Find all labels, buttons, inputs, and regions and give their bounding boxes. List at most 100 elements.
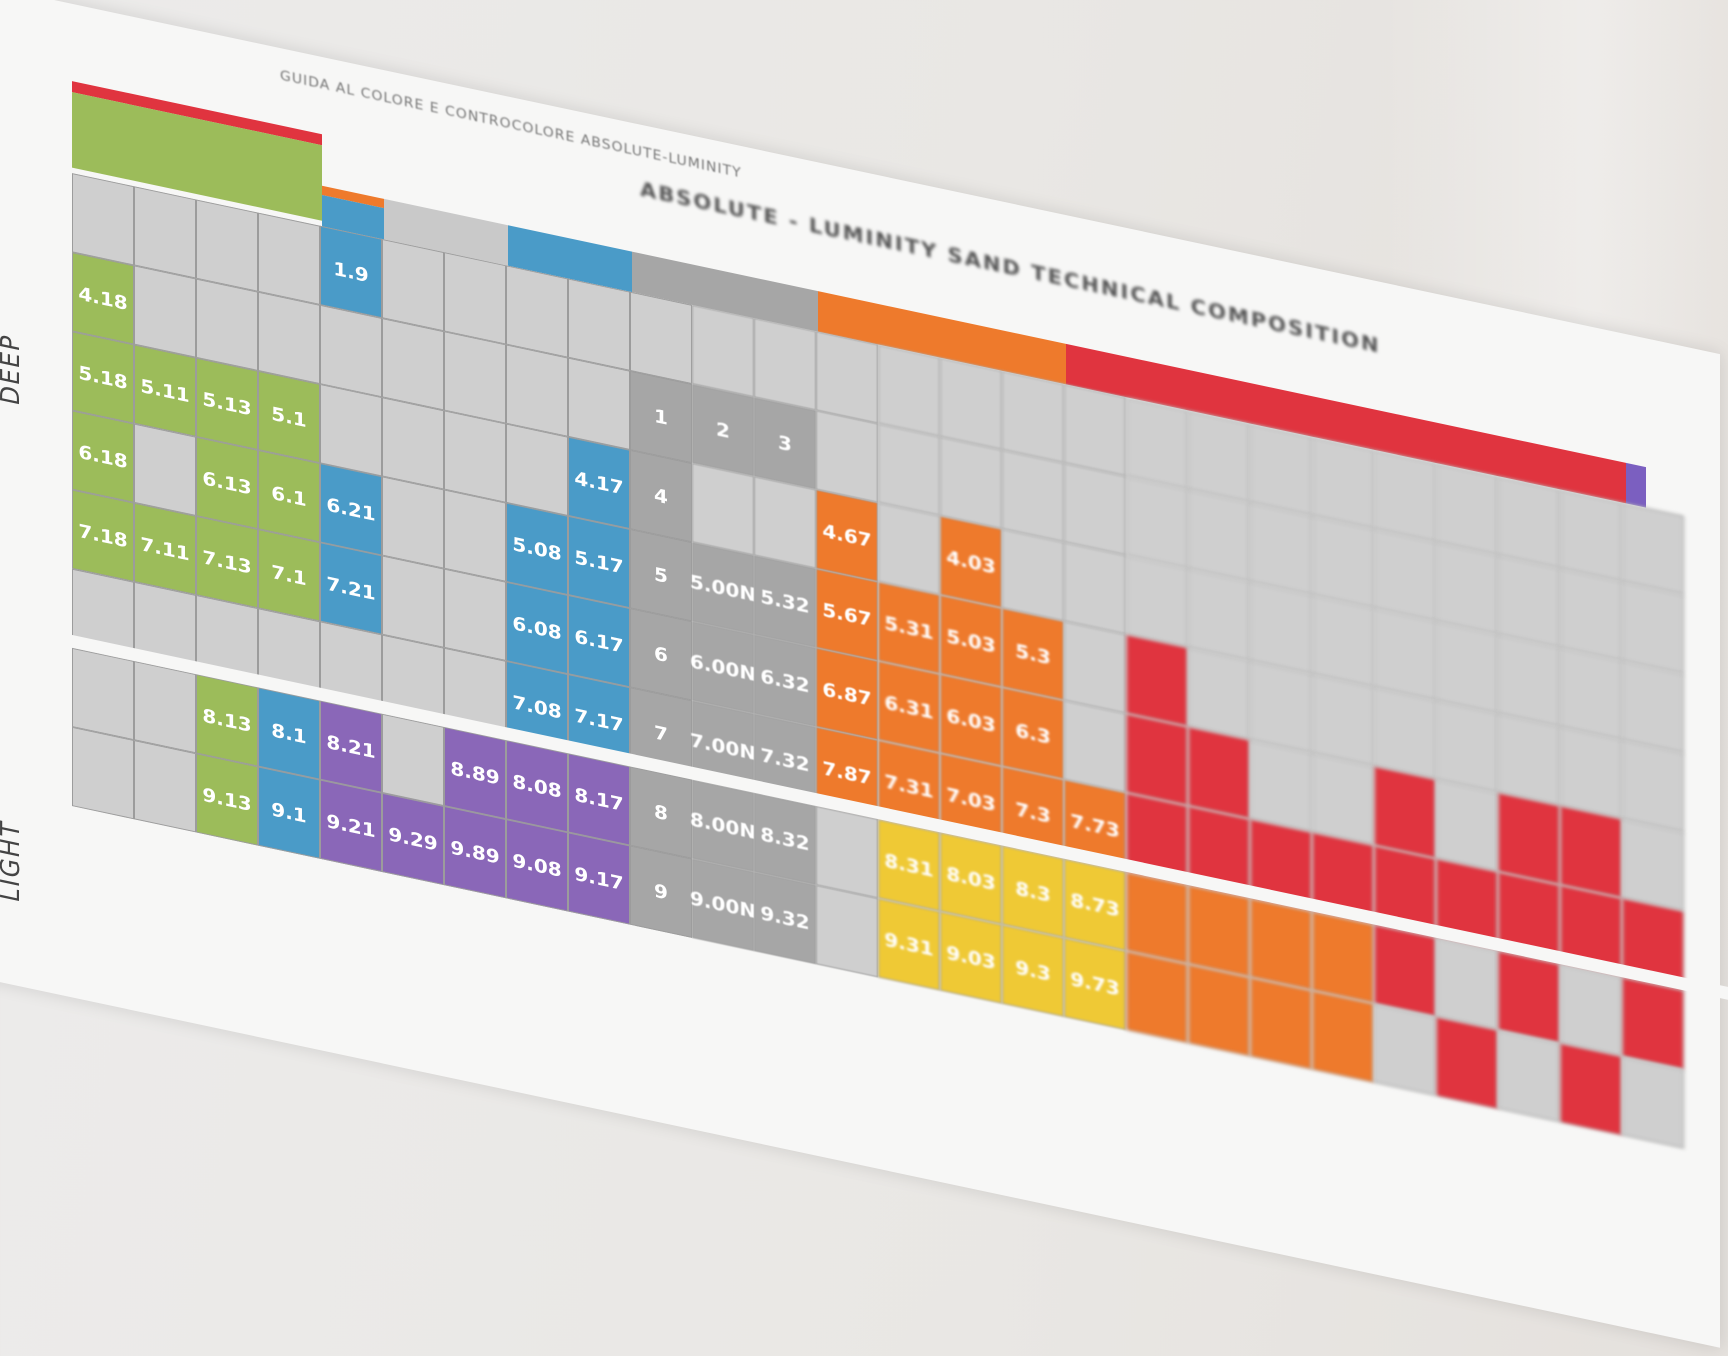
shade-cell: 5.32: [754, 555, 816, 648]
shade-cell: [1126, 634, 1188, 727]
shade-cell: [940, 357, 1002, 450]
shade-cell: [568, 357, 630, 450]
shade-cell: [72, 173, 134, 266]
shade-cell: 6.18: [72, 410, 134, 503]
shade-cell: [1622, 1056, 1684, 1149]
shade-cell: 6.08: [506, 581, 568, 675]
shade-cell: 7.18: [72, 489, 134, 582]
shade-cell: [72, 726, 134, 820]
shade-cell: [1312, 753, 1374, 846]
shade-cell: 6.1: [258, 449, 320, 543]
shade-cell: 8.00N: [690, 779, 756, 872]
shade-cell: 8.3: [1002, 845, 1064, 938]
shade-cell: 5.03: [940, 594, 1002, 688]
shade-cell: [1064, 621, 1126, 714]
shade-cell: 8: [630, 766, 692, 859]
shade-cell: 7.13: [196, 515, 258, 609]
shade-cell: [1312, 515, 1374, 609]
shade-cell: [1312, 911, 1374, 1004]
shade-cell: [1498, 1030, 1560, 1123]
shade-cell: [1436, 463, 1498, 556]
shade-cell: 5: [630, 529, 692, 622]
shade-cell: [1126, 397, 1188, 490]
shade-cell: [444, 489, 506, 582]
shade-cell: [1064, 383, 1126, 477]
shade-cell: 6.31: [878, 660, 940, 754]
shade-cell: [878, 423, 940, 516]
shade-cell: [1374, 924, 1436, 1017]
shade-cell: 9.13: [196, 753, 258, 846]
shade-cell: 9.08: [506, 819, 568, 912]
shade-cell: [1250, 977, 1312, 1070]
shade-cell: [320, 304, 382, 398]
shade-cell: [878, 344, 940, 437]
shade-cell: [1436, 621, 1498, 714]
shade-cell: 6.32: [754, 634, 816, 727]
shade-cell: 9: [630, 845, 692, 938]
shade-cell: 6.3: [1002, 687, 1064, 780]
shade-cell: [1498, 950, 1560, 1044]
shade-cell: [1622, 581, 1684, 674]
shade-cell: [1188, 489, 1250, 582]
shade-cell: [1188, 410, 1250, 503]
shade-cell: [1002, 370, 1064, 464]
shade-cell: [1560, 489, 1622, 582]
shade-cell: [1436, 779, 1498, 872]
shade-cell: 8.21: [320, 700, 382, 793]
shade-cell: [1374, 608, 1436, 701]
shade-cell: [1560, 726, 1622, 820]
shade-cell: [258, 212, 320, 305]
shade-cell: [1374, 766, 1436, 859]
shade-cell: 4.18: [72, 252, 134, 345]
shade-cell: 7.21: [320, 542, 382, 635]
shade-cell: [506, 423, 568, 516]
shade-cell: 5.13: [196, 357, 258, 450]
shade-cell: [1498, 476, 1560, 569]
shade-cell: [1560, 964, 1622, 1057]
shade-cell: [1498, 634, 1560, 727]
shade-cell: [134, 740, 196, 833]
shade-cell: [754, 318, 816, 411]
shade-cell: [196, 199, 258, 292]
shade-cell: [1560, 1043, 1622, 1136]
shade-cell: [444, 410, 506, 503]
shade-cell: [1312, 436, 1374, 529]
shade-cell: 8.89: [444, 726, 506, 820]
shade-cell: [1560, 647, 1622, 740]
shade-cell: [1312, 990, 1374, 1083]
shade-cell: 9.89: [444, 805, 506, 899]
shade-cell: [1250, 423, 1312, 516]
shade-cell: 9.03: [940, 911, 1002, 1004]
shade-cell: 5.00N: [690, 542, 756, 635]
shade-cell: [1064, 542, 1126, 635]
shade-cell: [1188, 964, 1250, 1057]
shade-cell: [258, 291, 320, 385]
shade-cell: [1126, 950, 1188, 1044]
shade-cell: [1250, 581, 1312, 675]
shade-cell: 4.67: [816, 489, 878, 582]
shade-cell: [1436, 1016, 1498, 1110]
shade-cell: 9.17: [568, 832, 630, 925]
shade-cell: 5.31: [878, 581, 940, 675]
shade-cell: 5.17: [568, 515, 630, 609]
shade-cell: 8.1: [258, 687, 320, 780]
shade-cell: [382, 397, 444, 490]
shade-cell: 6.03: [940, 674, 1002, 767]
shade-cell: 9.1: [258, 766, 320, 859]
shade-cell: 2: [692, 383, 754, 477]
shade-cell: 4.03: [940, 515, 1002, 609]
shade-cell: [506, 265, 568, 358]
shade-cell: 8.17: [568, 753, 630, 846]
shade-cell: 5.18: [72, 331, 134, 424]
shade-cell: [382, 318, 444, 411]
shade-cell: 7.1: [258, 529, 320, 622]
shade-cell: [1002, 529, 1064, 622]
shade-cell: 9.00N: [690, 858, 756, 952]
shade-cell: [940, 436, 1002, 530]
shade-cell: 5.67: [816, 568, 878, 661]
shade-cell: 5.08: [506, 502, 568, 595]
shade-cell: 8.73: [1064, 858, 1126, 951]
shade-cell: [630, 291, 692, 384]
shade-cell: [1126, 555, 1188, 648]
shade-cell: [816, 805, 878, 899]
